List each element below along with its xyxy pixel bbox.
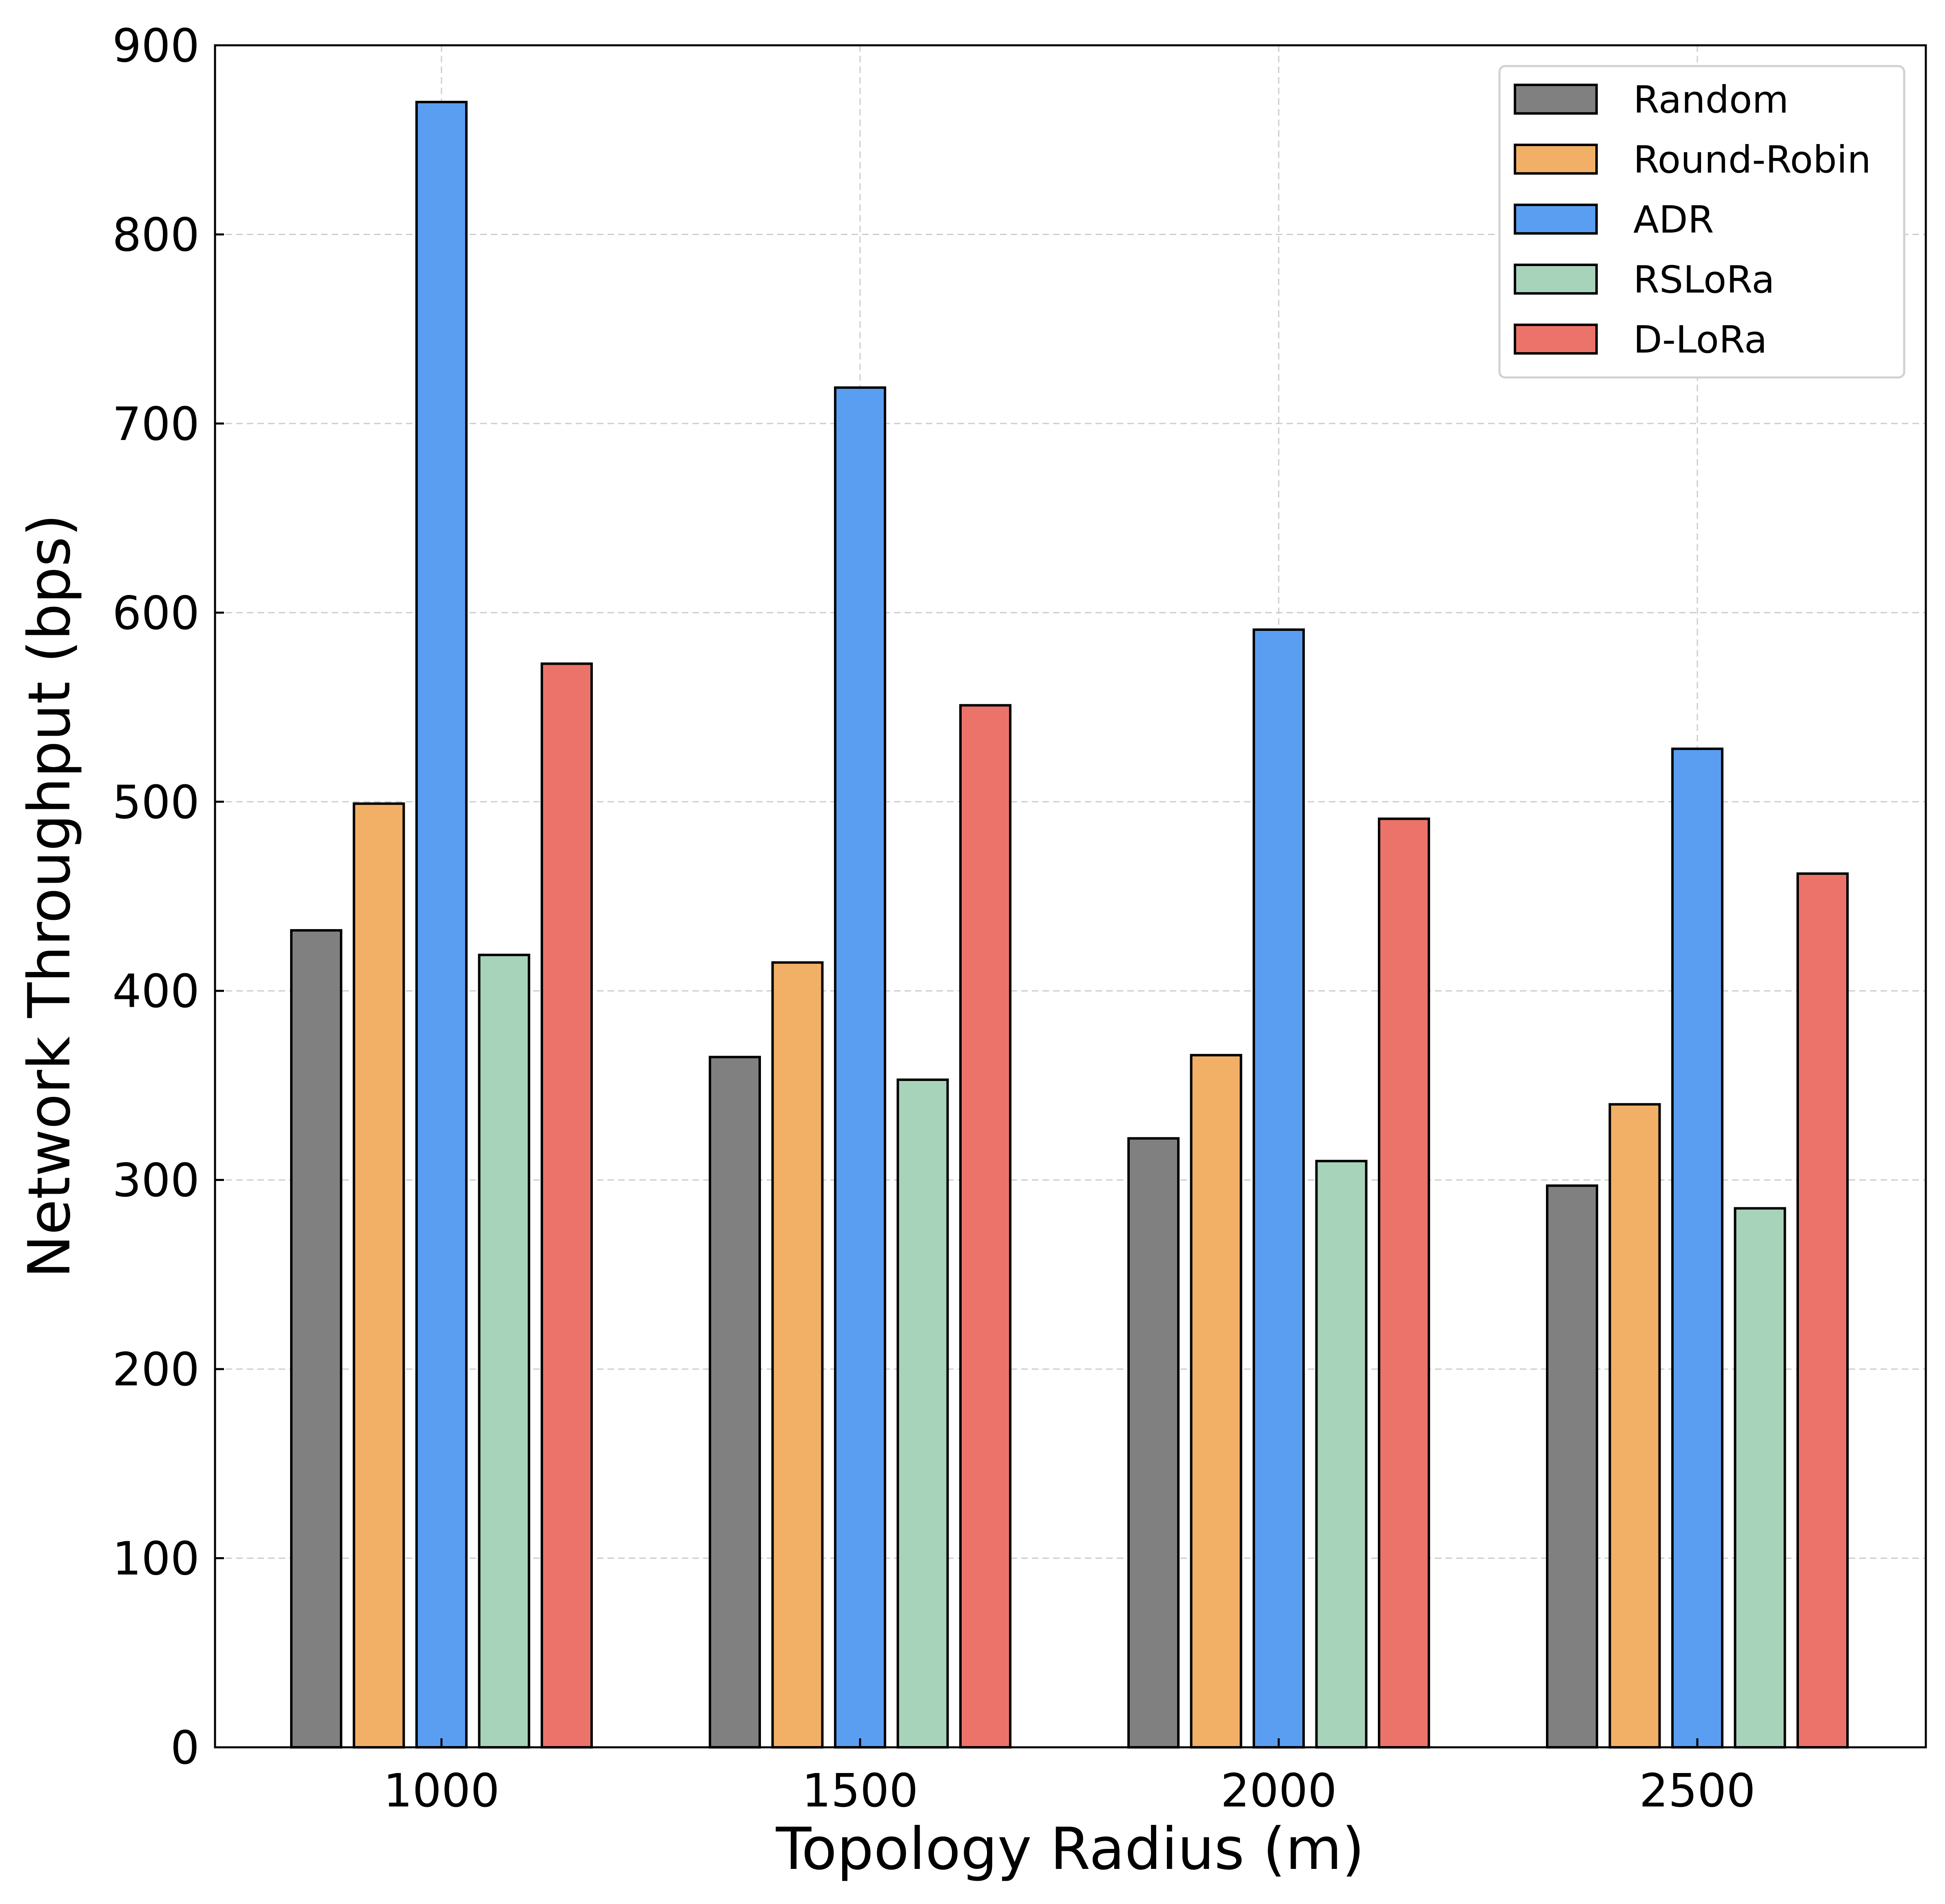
x-tick-label: 1000 bbox=[383, 1764, 499, 1817]
y-tick-label: 700 bbox=[112, 398, 200, 451]
legend: Random Round-Robin ADR RSLoRa D-LoRa bbox=[1498, 65, 1905, 379]
bar-rslora-1500 bbox=[896, 1078, 949, 1749]
x-tick-label: 1500 bbox=[802, 1764, 918, 1817]
bar-adr-1000 bbox=[415, 101, 468, 1749]
legend-label: RSLoRa bbox=[1633, 258, 1775, 302]
y-tick-label: 800 bbox=[112, 209, 200, 262]
bar-round-robin-2000 bbox=[1190, 1054, 1242, 1749]
legend-swatch-round-robin bbox=[1514, 144, 1598, 175]
y-tick-label: 900 bbox=[112, 20, 200, 73]
x-tick-label: 2000 bbox=[1220, 1764, 1337, 1817]
y-tick-label: 300 bbox=[112, 1154, 200, 1207]
legend-frame bbox=[1498, 65, 1905, 379]
bar-adr-1500 bbox=[834, 386, 886, 1749]
x-axis-title: Topology Radius (m) bbox=[776, 1815, 1365, 1883]
y-axis-title: Network Throughput (bps) bbox=[16, 514, 83, 1278]
y-axis: 0 100 200 300 400 500 600 700 800 900 bbox=[112, 20, 224, 1775]
legend-label: Round-Robin bbox=[1633, 138, 1871, 182]
bar-random-1500 bbox=[709, 1056, 761, 1749]
bar-d-lora-2500 bbox=[1796, 872, 1849, 1749]
bar-rslora-2500 bbox=[1734, 1207, 1786, 1749]
legend-label: ADR bbox=[1633, 198, 1714, 242]
y-tick-label: 500 bbox=[112, 776, 200, 829]
bar-round-robin-1000 bbox=[353, 802, 405, 1749]
x-axis: 1000 1500 2000 2500 bbox=[383, 1738, 1756, 1817]
y-tick-label: 600 bbox=[112, 587, 200, 640]
y-tick-label: 400 bbox=[112, 965, 200, 1018]
bars-group bbox=[290, 101, 1849, 1749]
bar-d-lora-2000 bbox=[1378, 817, 1430, 1749]
bar-d-lora-1000 bbox=[541, 662, 593, 1749]
legend-swatch-random bbox=[1514, 84, 1598, 115]
bar-random-1000 bbox=[290, 929, 342, 1749]
legend-label: Random bbox=[1633, 78, 1789, 122]
bar-adr-2000 bbox=[1253, 628, 1305, 1749]
plot-frame bbox=[214, 44, 1927, 1749]
legend-label: D-LoRa bbox=[1633, 318, 1767, 362]
bar-random-2500 bbox=[1546, 1184, 1598, 1749]
bar-rslora-1000 bbox=[478, 954, 530, 1749]
legend-swatch-d-lora bbox=[1514, 324, 1598, 355]
bar-random-2000 bbox=[1127, 1137, 1180, 1749]
bar-round-robin-1500 bbox=[771, 961, 824, 1749]
bar-d-lora-1500 bbox=[959, 704, 1011, 1749]
x-tick-label: 2500 bbox=[1639, 1764, 1755, 1817]
bar-rslora-2000 bbox=[1315, 1160, 1368, 1749]
y-tick-label: 200 bbox=[112, 1343, 200, 1396]
legend-swatch-adr bbox=[1514, 204, 1598, 235]
legend-swatch-rslora bbox=[1514, 264, 1598, 295]
bar-round-robin-2500 bbox=[1608, 1103, 1661, 1749]
bar-adr-2500 bbox=[1671, 748, 1723, 1749]
y-tick-label: 100 bbox=[112, 1533, 200, 1586]
y-tick-label: 0 bbox=[171, 1722, 200, 1775]
